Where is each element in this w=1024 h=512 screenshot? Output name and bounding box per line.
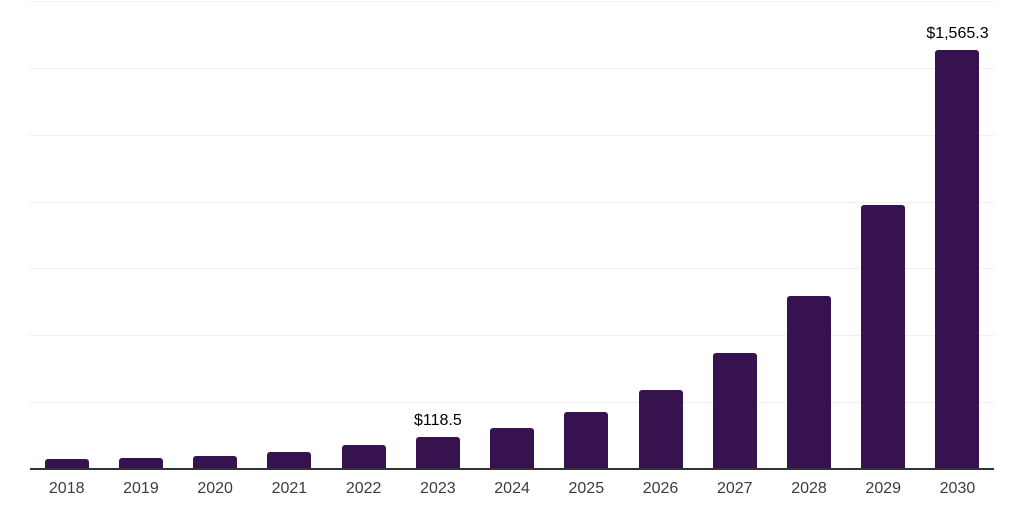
data-label-2023: $118.5 xyxy=(413,412,462,430)
gridline-750 xyxy=(30,268,994,270)
x-axis-label-2022: 2022 xyxy=(345,480,382,497)
bar-2022[interactable] xyxy=(341,445,386,469)
x-axis-label-2021: 2021 xyxy=(271,480,308,497)
bar-2026[interactable] xyxy=(638,389,683,469)
x-axis-label-2018: 2018 xyxy=(48,480,85,497)
bar-2023[interactable] xyxy=(415,437,460,469)
x-axis-label-2020: 2020 xyxy=(197,480,233,497)
x-axis-label-2023: 2023 xyxy=(420,480,456,497)
x-axis-label-2026: 2026 xyxy=(642,480,679,497)
bar-2019[interactable] xyxy=(118,457,163,469)
x-axis-label-2030: 2030 xyxy=(939,480,976,497)
x-axis-label-2025: 2025 xyxy=(568,480,605,497)
bar-2024[interactable] xyxy=(490,427,535,469)
x-axis-label-2027: 2027 xyxy=(716,480,753,497)
bar-2030[interactable] xyxy=(935,50,980,469)
data-label-2030: $1,565.3 xyxy=(926,25,989,43)
gridline-1750 xyxy=(30,1,994,2)
bar-2021[interactable] xyxy=(267,451,312,469)
plot-area: $118.5 $1,565.3 xyxy=(30,1,994,470)
x-axis-label-2019: 2019 xyxy=(123,480,159,497)
bar-2025[interactable] xyxy=(564,412,609,469)
x-axis-label-2029: 2029 xyxy=(865,480,902,497)
gridline-1250 xyxy=(30,134,994,136)
gridline-500 xyxy=(30,335,994,337)
gridline-250 xyxy=(30,402,994,404)
bar-2029[interactable] xyxy=(861,204,906,469)
x-axis-line xyxy=(30,468,994,470)
gridline-1500 xyxy=(30,67,994,69)
bar-2020[interactable] xyxy=(193,455,238,469)
bar-2018[interactable] xyxy=(44,459,89,469)
gridline-1000 xyxy=(30,201,994,203)
bar-2028[interactable] xyxy=(787,296,831,469)
x-axis-label-2028: 2028 xyxy=(791,480,827,497)
x-axis-label-2024: 2024 xyxy=(494,480,530,497)
bar-2027[interactable] xyxy=(712,353,757,469)
